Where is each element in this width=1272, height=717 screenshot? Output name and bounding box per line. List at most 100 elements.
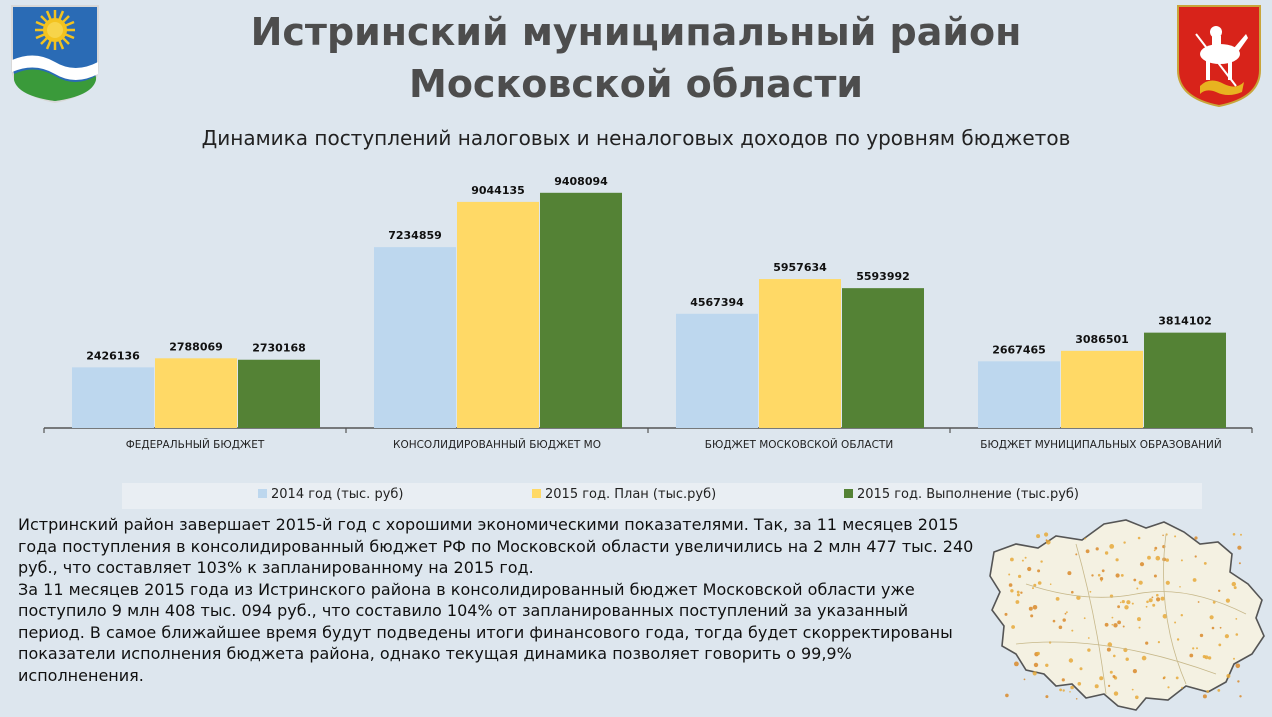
summary-paragraph-2: За 11 месяцев 2015 года из Истринского р…: [18, 579, 953, 685]
category-label-3: БЮДЖЕТ МУНИЦИПАЛЬНЫХ ОБРАЗОВАНИЙ: [980, 438, 1222, 451]
map-settlement-dot: [1011, 625, 1015, 629]
map-settlement-dot: [1181, 686, 1183, 689]
map-settlement-dot: [1008, 573, 1011, 576]
legend-item-2015-plan: 2015 год. План (тыс.руб): [532, 487, 716, 502]
map-settlement-dot: [1064, 612, 1067, 615]
map-settlement-dot: [1126, 600, 1131, 605]
data-label-2014-2: 4567394: [690, 296, 744, 309]
map-settlement-dot: [1203, 562, 1207, 565]
map-settlement-dot: [1027, 566, 1032, 572]
map-settlement-dot: [1099, 577, 1104, 581]
map-settlement-dot: [1068, 658, 1074, 663]
map-settlement-dot: [1235, 633, 1239, 636]
map-settlement-dot: [1225, 598, 1230, 603]
map-settlement-dot: [1156, 593, 1159, 597]
map-settlement-dot: [1097, 573, 1101, 577]
map-settlement-dot: [1028, 606, 1033, 611]
map-settlement-dot: [1151, 596, 1154, 599]
map-settlement-dot: [1079, 667, 1083, 671]
map-settlement-dot: [1174, 535, 1177, 538]
map-settlement-dot: [1145, 605, 1148, 608]
data-label-2014-3: 2667465: [992, 343, 1046, 356]
map-settlement-dot: [1224, 634, 1229, 639]
map-settlement-dot: [1218, 643, 1222, 647]
map-settlement-dot: [1235, 618, 1238, 620]
map-settlement-dot: [1180, 614, 1183, 617]
map-settlement-dot: [1104, 551, 1109, 555]
map-settlement-dot: [1115, 558, 1119, 562]
map-settlement-dot: [1136, 587, 1139, 590]
map-settlement-dot: [1113, 623, 1118, 628]
bar-2015-plan-0: [155, 358, 237, 428]
map-settlements: [1004, 532, 1242, 700]
map-settlement-dot: [1152, 603, 1156, 607]
map-settlement-dot: [1045, 695, 1049, 699]
category-label-1: КОНСОЛИДИРОВАННЫЙ БЮДЖЕТ МО: [393, 438, 601, 451]
map-settlement-dot: [1147, 555, 1151, 560]
bar-2015-plan-3: [1061, 350, 1143, 428]
map-settlement-dot: [1052, 619, 1056, 623]
bar-2014-0: [72, 367, 154, 428]
map-settlement-dot: [1138, 580, 1143, 585]
map-settlement-dot: [1233, 586, 1237, 590]
map-settlement-dot: [1212, 600, 1216, 604]
chart-legend: 2014 год (тыс. руб) 2015 год. План (тыс.…: [122, 483, 1202, 509]
map-settlement-dot: [1010, 557, 1014, 562]
map-settlement-dot: [1059, 688, 1062, 692]
map-settlement-dot: [1139, 562, 1145, 567]
map-settlement-dot: [1085, 549, 1090, 554]
map-settlement-dot: [1211, 626, 1215, 630]
map-settlement-dot: [1131, 688, 1134, 691]
legend-label-2015-actual: 2015 год. Выполнение (тыс.руб): [857, 487, 1079, 502]
map-settlement-dot: [1046, 540, 1051, 545]
map-settlement-dot: [1192, 578, 1197, 582]
map-settlement-dot: [1044, 532, 1049, 537]
map-settlement-dot: [1141, 655, 1147, 661]
map-settlement-dot: [1115, 573, 1120, 578]
summary-paragraph-1: Истринский район завершает 2015-й год с …: [18, 515, 974, 577]
data-label-2015-plan-2: 5957634: [773, 261, 827, 274]
map-settlement-dot: [1075, 698, 1078, 700]
map-settlement-dot: [1226, 674, 1231, 678]
map-settlement-dot: [1030, 614, 1034, 618]
map-settlement-dot: [1113, 654, 1116, 658]
map-settlement-dot: [1008, 583, 1013, 587]
map-settlement-dot: [1117, 620, 1121, 625]
bar-2014-3: [978, 361, 1060, 428]
legend-swatch-2014: [258, 489, 267, 498]
map-settlement-dot: [1108, 684, 1111, 687]
map-settlement-dot: [1194, 555, 1197, 558]
map-settlement-dot: [1077, 682, 1082, 686]
map-settlement-dot: [1024, 556, 1027, 559]
map-settlement-dot: [1157, 641, 1160, 644]
map-settlement-dot: [1237, 545, 1242, 550]
map-settlement-dot: [1032, 587, 1034, 590]
bar-2015-actual-3: [1144, 332, 1226, 428]
legend-swatch-2015-actual: [844, 489, 853, 498]
page-title-line2: Московской области: [409, 62, 863, 106]
map-settlement-dot: [1135, 695, 1139, 700]
map-settlement-dot: [1015, 600, 1020, 604]
map-settlement-dot: [1113, 691, 1119, 696]
data-label-2015-plan-0: 2788069: [169, 340, 223, 353]
map-settlement-dot: [1099, 676, 1104, 681]
map-settlement-dot: [1111, 616, 1114, 619]
map-settlement-dot: [1162, 534, 1164, 537]
map-settlement-dot: [1037, 581, 1042, 585]
map-settlement-dot: [1219, 626, 1222, 629]
chart-subtitle: Динамика поступлений налоговых и неналог…: [201, 126, 1071, 150]
map-settlement-dot: [1040, 560, 1043, 563]
map-settlement-dot: [1091, 574, 1094, 577]
map-settlement-dot: [1109, 670, 1113, 674]
map-settlement-dot: [1153, 549, 1156, 552]
bar-2015-actual-2: [842, 288, 924, 428]
map-settlement-dot: [1071, 629, 1074, 632]
map-settlement-dot: [1075, 553, 1078, 556]
map-settlement-dot: [1020, 591, 1023, 594]
map-settlement-dot: [1233, 657, 1235, 660]
map-settlement-dot: [1174, 621, 1177, 624]
map-settlement-dot: [1087, 648, 1091, 652]
map-settlement-dot: [1204, 655, 1209, 660]
map-settlement-dot: [1133, 578, 1137, 582]
map-settlement-dot: [1232, 533, 1236, 536]
